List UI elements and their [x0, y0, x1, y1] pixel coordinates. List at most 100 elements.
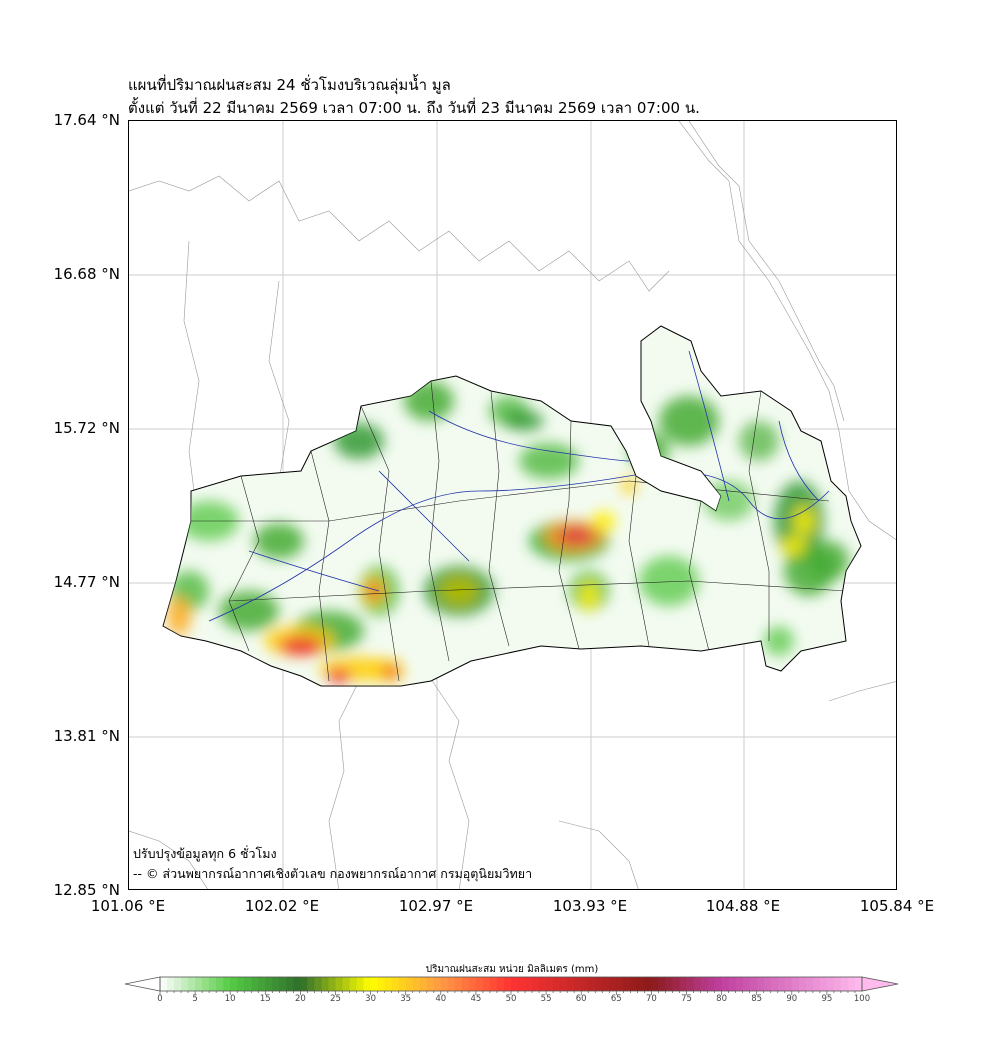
colorbar [124, 976, 899, 995]
colorbar-tick-label: 75 [681, 994, 692, 1004]
lon-label: 104.88 °E [705, 897, 781, 915]
river [248, 550, 380, 592]
colorbar-cell [854, 977, 863, 991]
colorbar-cell [363, 977, 372, 991]
colorbar-tick-label: 95 [821, 994, 833, 1004]
update-note: ปรับปรุงข้อมูลทุก 6 ชั่วโมง [133, 846, 277, 861]
rain-cell [629, 433, 669, 469]
province-borders [129, 121, 896, 889]
colorbar-cell [560, 977, 568, 991]
colorbar-cell [749, 977, 758, 991]
colorbar-tick-label: 15 [259, 994, 271, 1004]
colorbar-cell [651, 977, 659, 991]
colorbar-cell [637, 977, 645, 991]
rain-cell [782, 536, 806, 556]
colorbar-cell [482, 977, 491, 991]
colorbar-cell [230, 977, 238, 991]
rain-cell [579, 581, 599, 611]
colorbar-cell [335, 977, 344, 991]
colorbar-cell [174, 977, 182, 991]
colorbar-cell [574, 977, 582, 991]
lon-label: 101.06 °E [90, 897, 166, 915]
lat-label: 15.72 °N [53, 419, 120, 437]
colorbar-cell [398, 977, 407, 991]
colorbar-cell [630, 977, 638, 991]
colorbar-cell [644, 977, 652, 991]
colorbar-cell [721, 977, 730, 991]
colorbar-cell [658, 977, 666, 991]
heavy-rain-cell [368, 583, 380, 599]
colorbar-cell [714, 977, 723, 991]
heavy-rain-cell [327, 669, 351, 683]
rain-cell [439, 576, 479, 606]
rain-cell [639, 556, 699, 606]
colorbar-cell [784, 977, 793, 991]
colorbar-cell [440, 977, 449, 991]
colorbar-cell [700, 977, 709, 991]
colorbar-cell [840, 977, 849, 991]
rain-cell [739, 421, 779, 461]
colorbar-cell [342, 977, 351, 991]
colorbar-cell [847, 977, 856, 991]
colorbar-tick-label: 60 [575, 994, 587, 1004]
subbasin-boundary [228, 475, 260, 652]
colorbar-max-arrow [861, 976, 899, 992]
colorbar-cell [539, 977, 547, 991]
colorbar-tick-label: 55 [540, 994, 552, 1004]
colorbar-cell [195, 977, 203, 991]
colorbar-cell [553, 977, 561, 991]
colorbar-title: ปริมาณฝนสะสม หน่วย มิลลิเมตร (mm) [425, 964, 599, 975]
colorbar-tick-label: 45 [470, 994, 482, 1004]
colorbar-cell [581, 977, 589, 991]
colorbar-cell [735, 977, 744, 991]
colorbar-tick-label: 0 [157, 994, 163, 1004]
colorbar-cell [616, 977, 624, 991]
river [378, 470, 470, 562]
rain-cell [592, 511, 616, 531]
colorbar-cell [447, 977, 456, 991]
colorbar-tick-label: 10 [224, 994, 236, 1004]
lat-label: 17.64 °N [53, 111, 120, 129]
colorbar-tick-label: 65 [610, 994, 622, 1004]
colorbar-cell [532, 977, 540, 991]
river [688, 350, 730, 502]
rain-cell [519, 443, 579, 479]
lon-label: 102.97 °E [398, 897, 474, 915]
colorbar-cell [826, 977, 835, 991]
rain-cell [504, 411, 544, 431]
colorbar-cell [672, 977, 680, 991]
colorbar-tick-label: 20 [294, 994, 306, 1004]
colorbar-tick-label: 80 [716, 994, 728, 1004]
colorbar-cell [693, 977, 702, 991]
subbasin-boundary [628, 475, 650, 647]
rainfall-field [167, 350, 849, 683]
lon-label: 102.02 °E [244, 897, 320, 915]
colorbar-cell [370, 977, 379, 991]
rain-cell [794, 506, 814, 536]
colorbar-cell [167, 977, 175, 991]
colorbar-tick-label: 50 [505, 994, 517, 1004]
colorbar-cell [763, 977, 772, 991]
colorbar-cell [181, 977, 189, 991]
lat-label: 16.68 °N [53, 265, 120, 283]
colorbar-cell [258, 977, 266, 991]
colorbar-cell [503, 977, 512, 991]
colorbar-cell [686, 977, 695, 991]
colorbar-cell [426, 977, 435, 991]
colorbar-cell [405, 977, 414, 991]
colorbar-cell [777, 977, 786, 991]
colorbar-cell [546, 977, 554, 991]
colorbar-cell [293, 977, 301, 991]
subbasin-boundary [558, 420, 580, 650]
rain-cell [334, 423, 384, 459]
lon-label: 103.93 °E [552, 897, 628, 915]
colorbar-tick-label: 90 [786, 994, 798, 1004]
rain-cell [621, 478, 637, 494]
map-area [128, 120, 897, 890]
colorbar-tick-label: 100 [853, 994, 871, 1004]
colorbar-tick-label: 30 [365, 994, 377, 1004]
colorbar-cell [328, 977, 336, 991]
colorbar-cell [623, 977, 631, 991]
colorbar-cell [237, 977, 245, 991]
colorbar-min-arrow [124, 976, 161, 992]
